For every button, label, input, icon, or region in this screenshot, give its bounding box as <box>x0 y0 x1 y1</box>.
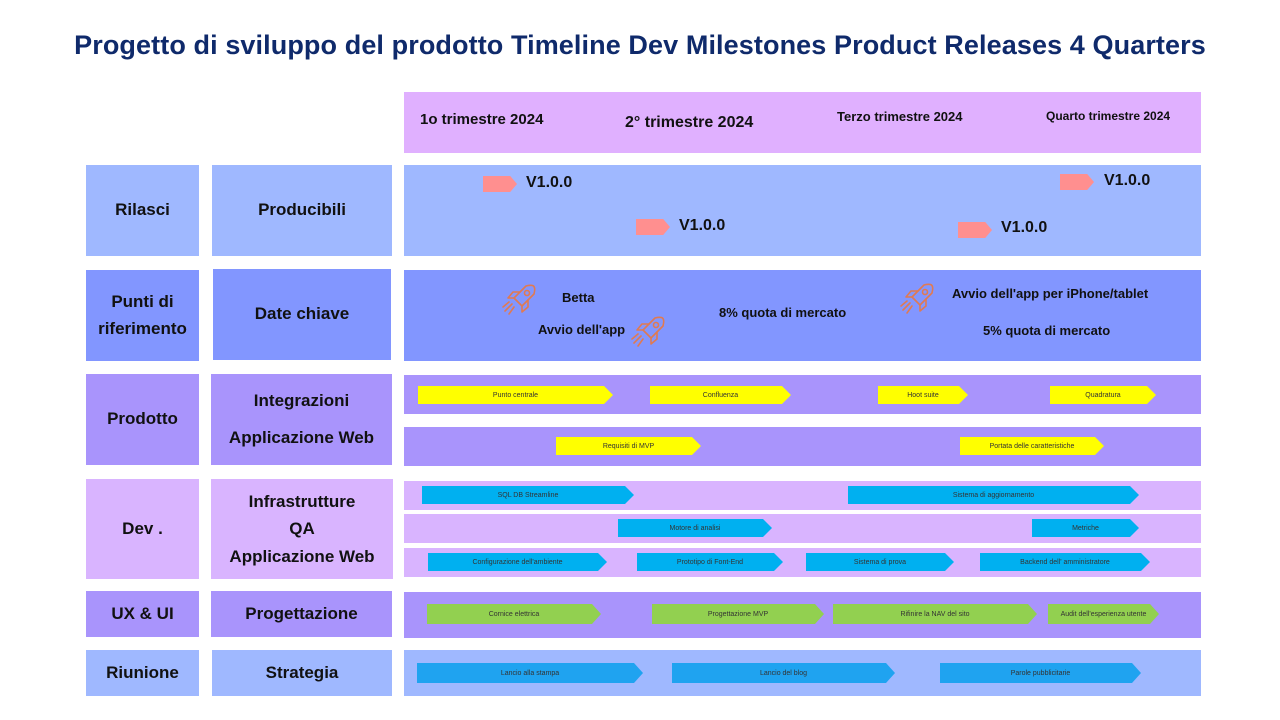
milestone-betta: Betta <box>562 290 595 305</box>
task-bar[interactable]: Punto centrale <box>418 386 613 404</box>
task-bar[interactable]: Prototipo di Font-End <box>637 553 783 571</box>
row-category-prodotto: Prodotto <box>86 374 199 465</box>
row-label-integrazioni: Integrazioni <box>253 390 350 410</box>
row-label-dev: Infrastrutture QA Applicazione Web <box>211 479 393 579</box>
row-label-infrastrutture: Infrastrutture <box>248 492 356 512</box>
row-label-prodotto: Integrazioni Applicazione Web <box>211 374 392 465</box>
row-label-dev-webapp: Applicazione Web <box>229 546 375 566</box>
row-category-rilasci: Rilasci <box>86 165 199 256</box>
task-bar[interactable]: Lancio alla stampa <box>417 663 643 683</box>
row-label-progettazione: Progettazione <box>211 591 392 637</box>
task-bar[interactable]: Sistema di aggiornamento <box>848 486 1139 504</box>
row-label-strategia: Strategia <box>212 650 392 696</box>
row-label-date-chiave: Date chiave <box>213 269 391 360</box>
task-bar[interactable]: Hoot suite <box>878 386 968 404</box>
release-marker <box>636 219 670 235</box>
task-bar[interactable]: Metriche <box>1032 519 1139 537</box>
quarter-label-q4: Quarto trimestre 2024 <box>1046 109 1171 123</box>
release-marker <box>958 222 992 238</box>
row-label-qa: QA <box>289 519 315 539</box>
task-bar[interactable]: Sistema di prova <box>806 553 954 571</box>
quarter-label-q1: 1o trimestre 2024 <box>420 111 544 128</box>
release-label: V1.0.0 <box>679 217 726 234</box>
rocket-icon <box>631 316 665 347</box>
rocket-icon <box>502 284 536 315</box>
task-bar[interactable]: Configurazione dell'ambiente <box>428 553 607 571</box>
task-bar[interactable]: Portata delle caratteristiche <box>960 437 1104 455</box>
task-bar[interactable]: Lancio del blog <box>672 663 895 683</box>
release-marker <box>1060 174 1094 190</box>
page-title: Progetto di sviluppo del prodotto Timeli… <box>74 30 1206 60</box>
task-bar[interactable]: Confluenza <box>650 386 791 404</box>
row-category-ux: UX & UI <box>86 591 199 637</box>
task-bar[interactable]: Audit dell'esperienza utente <box>1048 604 1159 624</box>
task-bar[interactable]: Parole pubblicitarie <box>940 663 1141 683</box>
task-bar[interactable]: Motore di analisi <box>618 519 772 537</box>
release-marker <box>483 176 517 192</box>
milestone-quota-5: 5% quota di mercato <box>983 323 1111 338</box>
quarter-header <box>404 92 1201 153</box>
row-label-producibili: Producibili <box>212 165 392 256</box>
milestones-track <box>404 270 1201 361</box>
task-bar[interactable]: Rifinire la NAV del sito <box>833 604 1037 624</box>
task-bar[interactable]: SQL DB Streamline <box>422 486 634 504</box>
release-label: V1.0.0 <box>1001 219 1048 236</box>
row-category-dev: Dev . <box>86 479 199 579</box>
task-bar[interactable]: Backend dell' amministratore <box>980 553 1150 571</box>
row-category-punti: Punti di riferimento <box>86 270 199 361</box>
milestone-avvio-app: Avvio dell'app <box>538 322 626 337</box>
milestone-avvio-iphone: Avvio dell'app per iPhone/tablet <box>952 286 1149 301</box>
release-label: V1.0.0 <box>1104 172 1151 189</box>
task-bar[interactable]: Quadratura <box>1050 386 1156 404</box>
release-label: V1.0.0 <box>526 174 573 191</box>
rocket-icon <box>900 283 934 314</box>
milestone-quota-8: 8% quota di mercato <box>719 305 847 320</box>
task-bar[interactable]: Requisiti di MVP <box>556 437 701 455</box>
task-bar[interactable]: Progettazione MVP <box>652 604 824 624</box>
quarter-label-q3: Terzo trimestre 2024 <box>837 109 963 124</box>
row-category-riunione: Riunione <box>86 650 199 696</box>
row-label-webapp: Applicazione Web <box>228 427 375 447</box>
quarter-label-q2: 2° trimestre 2024 <box>625 114 754 131</box>
task-bar[interactable]: Cornice elettrica <box>427 604 601 624</box>
